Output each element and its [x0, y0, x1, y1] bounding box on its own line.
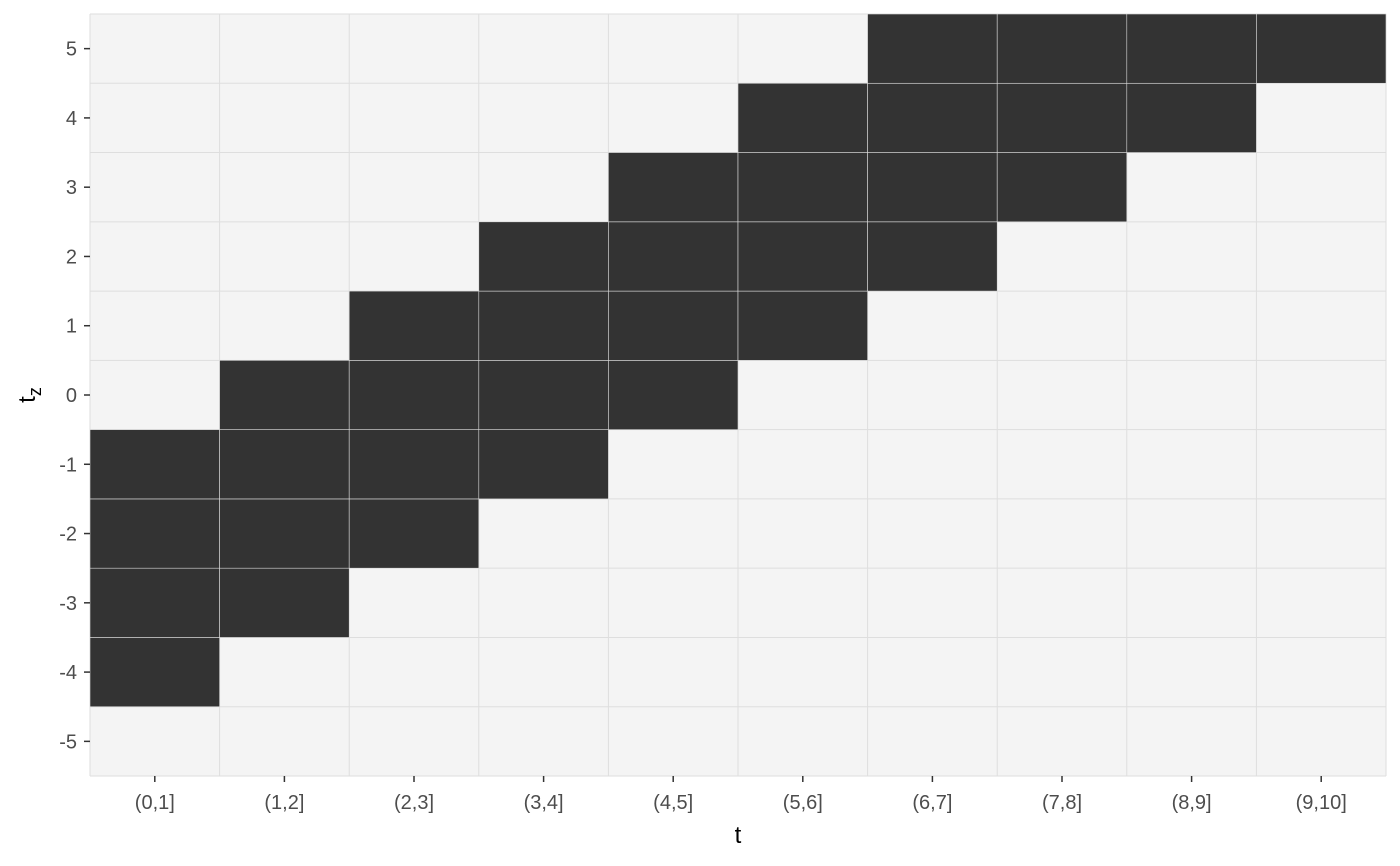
x-tick-label: (9,10]	[1296, 792, 1347, 814]
y-tick-label: 4	[66, 108, 77, 130]
filled-cells	[89, 13, 1387, 708]
y-axis: -5 -4 -3 -2 -1 0 1 2 3 4 5	[59, 39, 90, 753]
heatmap-cell	[737, 290, 868, 361]
x-tick-label: (0,1]	[135, 792, 175, 814]
heatmap-cell	[89, 429, 220, 500]
y-axis-title: tz	[14, 387, 45, 403]
svg-text:tz: tz	[14, 387, 45, 403]
x-tick-label: (4,5]	[653, 792, 693, 814]
x-tick-label: (1,2]	[264, 792, 304, 814]
heatmap-cell	[996, 82, 1128, 153]
x-tick-label: (3,4]	[524, 792, 564, 814]
x-tick-label: (5,6]	[783, 792, 823, 814]
heatmap-cell	[478, 429, 609, 500]
heatmap-cell	[608, 152, 739, 223]
heatmap-cell	[737, 152, 868, 223]
heatmap-cell	[219, 567, 350, 638]
heatmap-cell	[867, 13, 998, 84]
heatmap-cell	[348, 360, 480, 430]
y-tick-label: 5	[66, 39, 77, 61]
y-tick-label: -1	[59, 454, 77, 476]
heatmap-cell	[219, 360, 350, 430]
heatmap-cell	[737, 221, 868, 292]
heatmap-cell	[867, 152, 998, 223]
heatmap-cell	[608, 221, 739, 292]
y-tick-label: 0	[66, 385, 77, 407]
heatmap-cell	[996, 13, 1128, 84]
y-tick-label: -2	[59, 524, 77, 546]
x-tick-label: (6,7]	[912, 792, 952, 814]
y-axis-title-subscript: z	[25, 387, 45, 396]
heatmap-cell	[478, 360, 609, 430]
y-tick-label: -5	[59, 731, 77, 753]
heatmap-cell	[348, 429, 480, 500]
y-tick-label: -3	[59, 593, 77, 615]
heatmap-cell	[89, 637, 220, 708]
heatmap-cell	[737, 82, 868, 153]
x-tick-label: (7,8]	[1042, 792, 1082, 814]
heatmap-cell	[867, 82, 998, 153]
y-axis-title-main: t	[14, 396, 41, 403]
heatmap-cell	[478, 221, 609, 292]
y-tick-label: -4	[59, 662, 77, 684]
heatmap-cell	[219, 498, 350, 569]
heatmap-cell	[1256, 13, 1387, 84]
heatmap-cell	[478, 290, 609, 361]
heatmap-cell	[608, 360, 739, 430]
x-tick-label: (8,9]	[1172, 792, 1212, 814]
heatmap-cell	[1126, 82, 1257, 153]
heatmap-cell	[867, 221, 998, 292]
x-axis-title: t	[735, 822, 742, 849]
heatmap-cell	[996, 152, 1128, 223]
heatmap-cell	[89, 498, 220, 569]
y-tick-label: 1	[66, 316, 77, 338]
heatmap-cell	[348, 498, 480, 569]
heatmap-cell	[608, 290, 739, 361]
x-tick-label: (2,3]	[394, 792, 434, 814]
x-axis: (0,1] (1,2] (2,3] (3,4] (4,5] (5,6] (6,7] (7,8]…	[135, 776, 1347, 814]
heatmap-cell	[1126, 13, 1257, 84]
y-tick-label: 3	[66, 177, 77, 199]
heatmap-cell	[348, 290, 480, 361]
y-tick-label: 2	[66, 246, 77, 268]
heatmap-cell	[89, 567, 220, 638]
heatmap-cell	[219, 429, 350, 500]
